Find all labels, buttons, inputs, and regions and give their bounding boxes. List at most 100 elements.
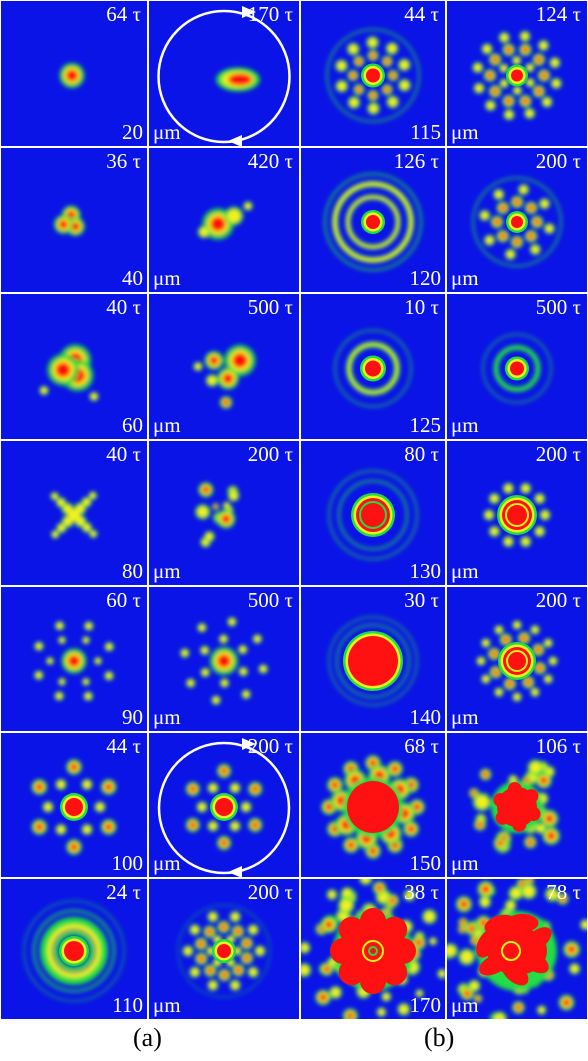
panel-r7-c1: 24 τ 110	[1, 879, 147, 1019]
pattern-star-spots	[33, 620, 115, 702]
size-value-label: 100	[111, 851, 144, 875]
panel-r6-c4: 106 τ μm	[447, 733, 587, 877]
pattern-lattice	[177, 904, 271, 998]
pattern-chaotic-2	[447, 879, 587, 1019]
panel-r6-c1: 44 τ 100	[1, 733, 147, 877]
time-label: 170 τ	[247, 2, 293, 26]
caption-a: (a)	[133, 1023, 162, 1052]
time-label: 78 τ	[546, 880, 581, 904]
size-value-label: 60	[122, 413, 143, 437]
time-label: 68 τ	[404, 734, 439, 758]
size-value-label: 110	[112, 993, 143, 1017]
panel-r7-c3: 38 τ 170	[301, 879, 445, 1019]
size-value-label: 20	[122, 120, 143, 144]
time-label: 500 τ	[247, 295, 293, 319]
pattern-hex-spots	[31, 759, 117, 855]
panel-r3-c3: 10 τ 125	[301, 294, 445, 439]
rotation-arrow-icon	[157, 738, 291, 877]
pattern-cross	[50, 491, 98, 539]
rotation-arrow-icon	[157, 6, 291, 146]
time-label: 200 τ	[247, 442, 293, 466]
time-label: 30 τ	[404, 588, 439, 612]
pattern-rings-small	[333, 329, 413, 408]
time-label: 420 τ	[247, 149, 293, 173]
pattern-fragments	[193, 344, 256, 409]
size-value-label: 80	[122, 559, 143, 583]
panel-r2-c4: 200 τ μm	[447, 148, 587, 292]
size-unit-label: μm	[153, 705, 181, 729]
size-value-label: 125	[409, 413, 442, 437]
time-label: 106 τ	[535, 734, 581, 758]
pattern-blob	[59, 62, 85, 89]
size-value-label: 40	[122, 266, 143, 290]
panel-r5-c1: 60 τ 90	[1, 587, 147, 731]
time-label: 124 τ	[535, 2, 581, 26]
pattern-big-disk	[327, 615, 419, 707]
time-label: 40 τ	[106, 295, 141, 319]
panel-r2-c2: 420 τ μm	[149, 148, 299, 292]
time-label: 200 τ	[535, 442, 581, 466]
panel-r4-c1: 40 τ 80	[1, 441, 147, 585]
pattern-hex-spots-2	[157, 738, 291, 877]
size-value-label: 170	[409, 993, 442, 1017]
time-label: 36 τ	[106, 149, 141, 173]
panel-r1-c3: 44 τ 115	[301, 1, 445, 146]
size-unit-label: μm	[153, 266, 181, 290]
size-value-label: 120	[409, 266, 442, 290]
time-label: 40 τ	[106, 442, 141, 466]
panel-r7-c2: 200 τ μm	[149, 879, 299, 1019]
caption-b: (b)	[424, 1023, 455, 1052]
time-label: 10 τ	[404, 295, 439, 319]
size-unit-label: μm	[451, 851, 479, 875]
panel-r3-c4: 500 τ μm	[447, 294, 587, 439]
pattern-rings-small2	[481, 333, 553, 404]
time-label: 38 τ	[404, 880, 439, 904]
panel-r2-c3: 126 τ 120	[301, 148, 445, 292]
pattern-large-blob	[321, 755, 425, 859]
panel-r4-c3: 80 τ 130	[301, 441, 445, 585]
panel-r6-c2: 200 τ μm	[149, 733, 299, 877]
time-label: 44 τ	[106, 734, 141, 758]
pattern-polygon-halo	[476, 620, 558, 702]
panel-r4-c2: 200 τ μm	[149, 441, 299, 585]
size-unit-label: μm	[153, 413, 181, 437]
pattern-star-spots-2	[179, 616, 269, 706]
pattern-ring-spots	[325, 28, 421, 123]
panel-r1-c1: 64 τ 20	[1, 1, 147, 146]
panel-r1-c2: 170 τ μm	[149, 1, 299, 146]
time-label: 200 τ	[535, 588, 581, 612]
pattern-ring-target	[22, 899, 126, 1003]
time-label: 200 τ	[247, 880, 293, 904]
time-label: 24 τ	[106, 880, 141, 904]
size-value-label: 140	[409, 705, 442, 729]
size-unit-label: μm	[153, 120, 181, 144]
panel-r3-c2: 500 τ μm	[149, 294, 299, 439]
panel-r5-c2: 500 τ μm	[149, 587, 299, 731]
size-unit-label: μm	[451, 266, 479, 290]
panel-r5-c3: 30 τ 140	[301, 587, 445, 731]
size-unit-label: μm	[451, 120, 479, 144]
pattern-spots-ring	[471, 176, 563, 268]
time-label: 64 τ	[106, 2, 141, 26]
size-unit-label: μm	[451, 993, 479, 1017]
pattern-rings	[323, 172, 423, 272]
panel-r3-c1: 40 τ 60	[1, 294, 147, 439]
pattern-spots-lattice	[472, 30, 562, 121]
pattern-crescent	[157, 6, 291, 146]
time-label: 126 τ	[393, 149, 439, 173]
panel-r2-c1: 36 τ 40	[1, 148, 147, 292]
time-label: 44 τ	[404, 2, 439, 26]
time-label: 500 τ	[535, 295, 581, 319]
panel-r5-c4: 200 τ μm	[447, 587, 587, 731]
time-label: 60 τ	[106, 588, 141, 612]
time-label: 500 τ	[247, 588, 293, 612]
pattern-chaotic	[301, 879, 445, 1019]
size-unit-label: μm	[153, 993, 181, 1017]
size-value-label: 130	[409, 559, 442, 583]
size-value-label: 90	[122, 705, 143, 729]
pattern-dipole	[197, 201, 253, 240]
pattern-scattered	[194, 482, 240, 548]
pattern-polygon-ring	[483, 482, 551, 548]
panel-r1-c4: 124 τ μm	[447, 1, 587, 146]
